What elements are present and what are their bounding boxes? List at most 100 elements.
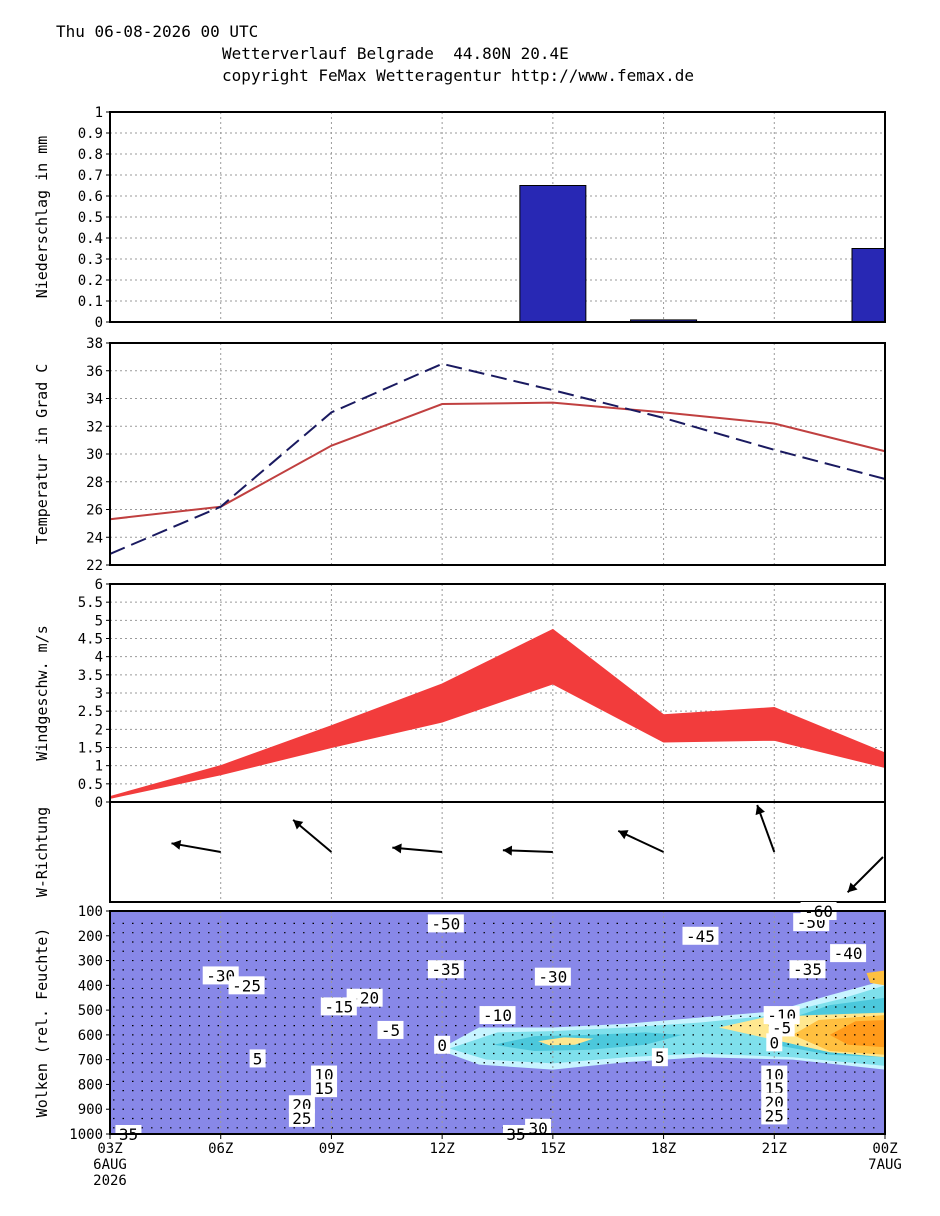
contour-label-text: 5 <box>655 1048 665 1067</box>
contour-label: 25 <box>761 1106 788 1125</box>
contour-label: -45 <box>682 926 719 946</box>
contour-label-box <box>228 976 265 995</box>
temperature-line-solid <box>109 401 886 521</box>
y-tick-label: 24 <box>86 530 103 546</box>
wind-arrow-head <box>392 843 402 854</box>
x-tick-label: 09Z <box>319 1141 344 1157</box>
contour-label: 15 <box>311 1079 338 1098</box>
contour-label-text: 0 <box>769 1033 779 1052</box>
y-axis-label: Niederschlag in mm <box>33 136 51 299</box>
panel-frame <box>109 342 886 566</box>
contour-label-text: -45 <box>686 927 715 946</box>
wind-speed-panel: 0 0.5 1 1.5 2 2.5 3 3.5 4 4.5 5 5.5 6 Windgeschw. m/s <box>33 577 886 811</box>
contour-label: -25 <box>228 976 265 995</box>
y-tick-label: 600 <box>78 1028 103 1044</box>
y-tick-label: 0.6 <box>78 189 103 205</box>
contour-label-box <box>768 1018 795 1037</box>
contour-label: -5 <box>768 1018 795 1037</box>
contour-label: 0 <box>434 1035 451 1055</box>
y-tick-label: 0.4 <box>78 231 103 247</box>
x-tick-label: 06Z <box>208 1141 233 1157</box>
contour-label-text: -30 <box>538 968 567 987</box>
contour-label: -5 <box>377 1020 404 1040</box>
y-tick-label: 0.7 <box>78 168 103 184</box>
header-line-1: Thu 06-08-2026 00 UTC <box>56 22 259 41</box>
y-tick-label: 0.3 <box>78 252 103 268</box>
y-tick-label: 1 <box>95 105 103 121</box>
contour-label-box <box>761 1106 788 1125</box>
y-axis-label: Temperatur in Grad C <box>33 364 51 545</box>
contour-label-box <box>249 1049 266 1068</box>
contour-label-box <box>320 997 357 1016</box>
contour-label-box <box>311 1079 338 1098</box>
panel-frame <box>109 801 886 903</box>
y-tick-label: 1 <box>95 759 103 775</box>
cloud-band <box>866 970 885 986</box>
contour-label-box <box>434 1035 451 1054</box>
y-axis-label: Windgeschw. m/s <box>33 625 51 760</box>
precip-bar <box>519 185 587 323</box>
contour-label: 5 <box>249 1049 266 1068</box>
y-tick-label: 0.2 <box>78 273 103 289</box>
contour-label-text: 15 <box>314 1079 333 1098</box>
precipitation-panel: 0 0.1 0.2 0.3 0.4 0.5 0.6 0.7 0.8 0.9 1 Niederschla… <box>33 105 886 331</box>
y-tick-label: 2 <box>95 722 103 738</box>
wind-direction-arrow <box>171 839 221 853</box>
contour-label-box <box>830 944 867 963</box>
y-axis-label: W-Richtung <box>33 807 51 897</box>
contour-label-text: -35 <box>431 960 460 979</box>
y-tick-label: 32 <box>86 419 103 435</box>
y-tick-label: 5 <box>95 613 103 629</box>
contour-label-text: 5 <box>253 1049 263 1068</box>
x-tick-label: 18Z <box>651 1141 676 1157</box>
y-tick-label: 900 <box>78 1102 103 1118</box>
contour-label-box <box>377 1020 404 1039</box>
contour-label-text: -35 <box>793 960 822 979</box>
contour-label: -35 <box>789 960 826 979</box>
cloud-band <box>493 1032 683 1051</box>
contour-label: -10 <box>479 1006 516 1025</box>
y-tick-label: 0.9 <box>78 126 103 142</box>
y-tick-label: 34 <box>86 392 103 408</box>
contour-label-text: -10 <box>483 1006 512 1025</box>
y-tick-label: 0 <box>95 795 103 811</box>
contour-label-text: -20 <box>350 989 379 1008</box>
y-tick-label: 1000 <box>69 1127 103 1143</box>
x-tick-label: 21Z <box>762 1141 787 1157</box>
contour-label: -40 <box>830 944 867 963</box>
x-tick-label: 15Z <box>540 1141 565 1157</box>
y-tick-label: 300 <box>78 954 103 970</box>
panel-frame <box>109 111 886 323</box>
y-tick-label: 4.5 <box>78 632 103 648</box>
contour-label: -30 <box>534 967 571 987</box>
contour-label-box <box>761 1079 788 1098</box>
wind-direction-arrow <box>292 819 333 853</box>
y-tick-label: 3 <box>95 686 103 702</box>
contour-label: 25 <box>288 1108 315 1128</box>
contour-label-text: -5 <box>772 1018 791 1037</box>
temperature-panel: 22 24 26 28 30 32 34 36 38 Temperatur in Grad C <box>33 336 886 574</box>
y-tick-label: 6 <box>95 577 103 593</box>
y-tick-label: 0.5 <box>78 210 103 226</box>
y-tick-label: 2.5 <box>78 704 103 720</box>
contour-label-box <box>761 1065 788 1084</box>
x-tick-label: 00Z <box>872 1141 897 1157</box>
contour-label-text: -5 <box>381 1021 400 1040</box>
y-tick-label: 0.8 <box>78 147 103 163</box>
wind-direction-arrow <box>617 829 664 853</box>
x-date-label-end: 7AUG <box>868 1157 902 1173</box>
y-tick-label: 30 <box>86 447 103 463</box>
precip-bar <box>851 248 886 323</box>
contour-label-box <box>682 926 719 945</box>
cloud-band <box>538 1037 594 1046</box>
wind-direction-arrow <box>846 856 884 894</box>
header-line-3: copyright FeMax Wetteragentur http://www… <box>222 66 695 85</box>
x-tick-label: 12Z <box>429 1141 454 1157</box>
contour-label-box <box>761 1092 788 1111</box>
contour-label-box <box>479 1006 516 1025</box>
contour-label: -35 <box>427 960 464 979</box>
y-tick-label: 3.5 <box>78 668 103 684</box>
contour-label-box <box>534 967 571 986</box>
wind-direction-arrow <box>502 845 553 856</box>
y-tick-label: 100 <box>78 904 103 920</box>
